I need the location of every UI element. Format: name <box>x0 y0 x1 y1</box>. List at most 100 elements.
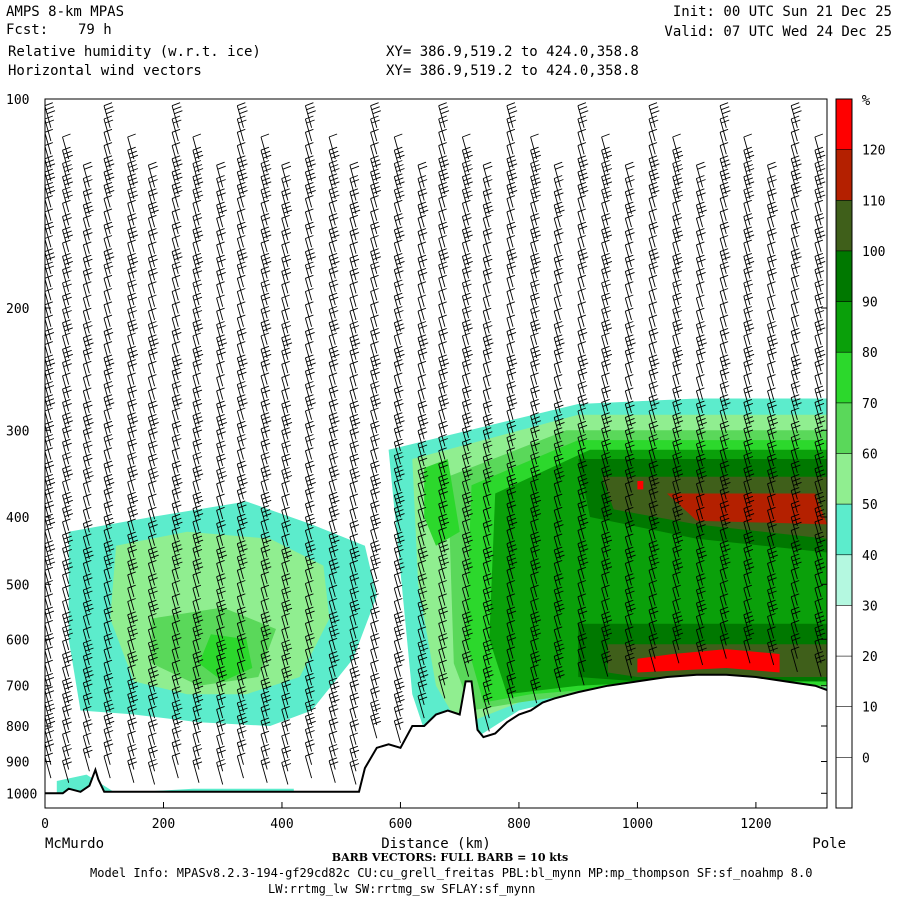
barb-flag <box>418 670 428 675</box>
field-title-rh: Relative humidity (w.r.t. ice) <box>8 44 261 60</box>
barb-shaft <box>62 495 70 518</box>
barb-flag <box>625 467 634 471</box>
barb-shaft <box>438 623 446 646</box>
barb-flag <box>261 416 271 421</box>
barb-flag <box>439 424 448 429</box>
barb-shaft <box>648 583 656 606</box>
barb-flag <box>62 239 71 244</box>
barb-flag <box>307 189 316 194</box>
barb-flag <box>127 505 136 510</box>
barb-flag <box>648 513 658 518</box>
barb-flag <box>350 643 360 648</box>
barb-flag <box>149 205 158 210</box>
barb-flag <box>768 471 777 475</box>
barb-flag <box>281 520 290 525</box>
barb-flag <box>554 201 563 206</box>
barb-flag <box>395 429 404 434</box>
barb-flag <box>602 283 611 288</box>
barb-shaft <box>62 442 70 465</box>
barb-flag <box>506 274 516 279</box>
barb-shaft <box>648 450 656 473</box>
barb-flag <box>601 624 610 629</box>
barb-shaft <box>601 428 609 452</box>
barb-flag <box>127 438 136 443</box>
barb-flag <box>463 150 472 155</box>
barb-flag <box>793 110 802 115</box>
barb-flag <box>174 481 183 486</box>
barb-flag <box>192 213 202 218</box>
barb-shaft <box>62 548 70 571</box>
barb-shaft <box>62 309 70 332</box>
barb-shaft <box>304 450 313 473</box>
barb-flag <box>46 548 56 553</box>
barb-shaft <box>624 470 632 493</box>
barb-flag <box>507 385 517 389</box>
barb-shaft <box>601 309 609 332</box>
barb-flag <box>744 323 754 328</box>
barb-flag <box>350 338 360 343</box>
barb-flag <box>193 177 203 182</box>
barb-shaft <box>695 563 704 586</box>
barb-shaft <box>482 297 490 321</box>
barb-flag <box>745 499 755 504</box>
barb-flag <box>261 256 271 261</box>
barb-flag <box>216 453 225 458</box>
barb-flag <box>768 603 777 608</box>
barb-shaft <box>767 629 775 652</box>
barb-shaft <box>370 583 378 606</box>
barb-flag <box>84 550 93 555</box>
barb-flag <box>64 539 73 544</box>
barb-flag <box>129 353 139 358</box>
barb-shaft <box>814 481 822 505</box>
barb-flag <box>45 730 55 734</box>
barb-shaft <box>790 623 798 646</box>
barb-flag <box>601 385 610 390</box>
x-end-label: Pole <box>812 836 846 852</box>
barb-shaft <box>577 424 585 447</box>
barb-flag <box>193 748 203 752</box>
barb-flag <box>83 347 92 352</box>
barb-flag <box>238 730 247 734</box>
barb-shaft <box>601 627 609 651</box>
barb-flag <box>193 323 203 328</box>
barb-flag <box>349 427 359 432</box>
barb-column <box>553 161 565 692</box>
barb-flag <box>192 757 202 762</box>
barb-flag <box>577 420 587 425</box>
barb-flag <box>601 252 610 257</box>
barb-shaft <box>236 211 244 235</box>
barb-shaft <box>147 191 156 214</box>
barb-flag <box>349 639 359 644</box>
barb-flag <box>237 288 246 292</box>
barb-flag <box>192 199 202 204</box>
barb-flag <box>815 495 825 500</box>
barb-flag <box>721 637 730 642</box>
barb-flag <box>128 721 137 726</box>
barb-flag <box>554 652 563 657</box>
barb-flag <box>237 447 246 452</box>
barb-flag <box>792 358 801 363</box>
barb-flag <box>83 480 92 485</box>
barb-flag <box>45 168 53 173</box>
barb-flag <box>767 374 776 379</box>
barb-flag <box>129 685 139 690</box>
barb-flag <box>104 730 114 734</box>
barb-flag <box>650 265 659 270</box>
barb-flag <box>696 188 705 193</box>
barb-shaft <box>171 755 179 779</box>
barb-flag <box>438 672 447 677</box>
barb-flag <box>260 425 270 430</box>
barb-flag <box>192 571 202 576</box>
barb-shaft <box>482 496 490 520</box>
barb-flag <box>464 473 473 478</box>
barb-flag <box>768 550 777 555</box>
barb-flag <box>601 133 610 138</box>
barb-flag <box>351 554 361 559</box>
barb-flag <box>625 161 634 166</box>
barb-flag <box>768 351 777 356</box>
barb-flag <box>743 186 752 191</box>
barb-shaft <box>171 317 179 341</box>
barb-flag <box>239 256 248 261</box>
barb-flag <box>814 558 824 563</box>
barb-flag <box>394 558 403 563</box>
